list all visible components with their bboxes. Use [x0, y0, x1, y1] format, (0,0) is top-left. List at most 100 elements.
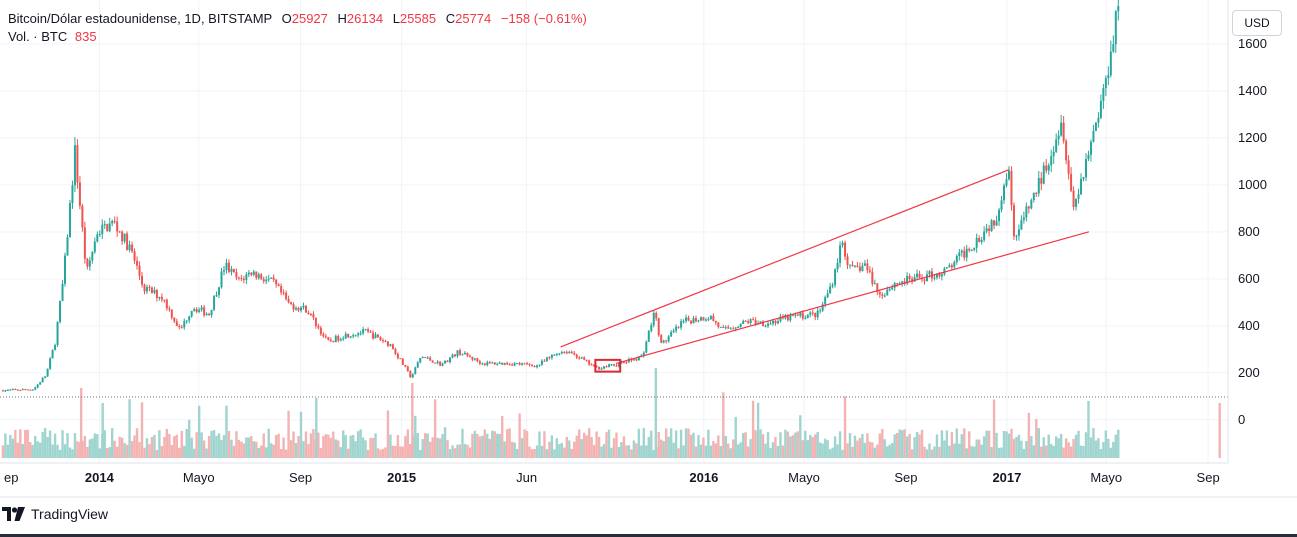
volume-bar-124 [309, 433, 313, 458]
volume-bar-242 [602, 444, 606, 458]
candle-body-149 [372, 332, 375, 339]
volume-bar-324 [806, 440, 809, 458]
tradingview-brand[interactable]: TradingView [2, 506, 108, 522]
volume-bar-154 [384, 447, 387, 458]
candle-body-272 [677, 326, 680, 328]
candle-body-6 [16, 389, 19, 391]
volume-bar-183 [456, 444, 459, 458]
candle-body-410 [1020, 220, 1023, 230]
trendline-lower[interactable] [615, 231, 1090, 364]
candle-body-215 [535, 365, 538, 368]
volume-label[interactable]: Vol. · BTC [8, 29, 68, 44]
candle-body-323 [804, 317, 807, 319]
volume-bar-343 [853, 435, 857, 458]
candle-body-264 [657, 318, 660, 336]
volume-bar-370 [920, 429, 924, 458]
volume-bar-120 [299, 411, 303, 458]
candle-body-190 [473, 358, 476, 360]
ohlc-close-value: 25774 [455, 11, 492, 26]
ohlc-low-label: L [392, 11, 400, 26]
volume-bar-258 [642, 428, 646, 458]
volume-bar-48 [120, 437, 124, 458]
candle-body-256 [637, 356, 640, 361]
volume-bar-67 [168, 433, 171, 458]
candle-body-429 [1067, 160, 1070, 174]
candle-body-96 [240, 278, 243, 280]
candle-body-247 [615, 365, 618, 367]
volume-bar-441 [1097, 438, 1100, 458]
candle-body-350 [871, 271, 874, 284]
candle-body-431 [1072, 190, 1075, 207]
candle-body-142 [354, 335, 357, 337]
volume-bar-33 [83, 436, 87, 458]
highlight-box[interactable] [594, 358, 622, 373]
candle-body-49 [123, 233, 126, 242]
candle-body-262 [652, 312, 655, 326]
volume-bar-85 [212, 430, 216, 458]
candle-body-369 [918, 273, 921, 278]
candle-body-376 [935, 273, 938, 278]
trendline-upper[interactable] [560, 169, 1010, 348]
volume-bar-446 [1109, 447, 1113, 458]
volume-bar-421 [1047, 434, 1050, 458]
volume-bar-164 [409, 443, 412, 458]
volume-bar-89 [222, 435, 226, 458]
candle-body-332 [826, 293, 829, 298]
volume-bar-188 [468, 447, 472, 458]
candle-body-297 [739, 323, 742, 327]
volume-bar-231 [575, 435, 578, 458]
candle-body-401 [998, 209, 1001, 222]
volume-bar-156 [389, 434, 392, 458]
volume-bar-177 [441, 434, 444, 458]
price-axis[interactable]: 0 200 400 600 800 1000 1200 1400 1600 [1238, 36, 1267, 427]
volume-bar-354 [881, 428, 884, 458]
price-tick-label-7: 1400 [1238, 83, 1267, 98]
volume-bar-92 [230, 439, 233, 458]
candle-body-274 [682, 320, 685, 322]
candle-body-377 [938, 273, 941, 277]
volume-bar-430 [1069, 446, 1073, 458]
volume-bar-327 [814, 434, 817, 458]
volume-bar-162 [404, 436, 407, 458]
volume-bar-32 [81, 440, 84, 458]
volume-bar-239 [595, 431, 598, 458]
candle-body-352 [876, 283, 879, 293]
volume-bar-60 [150, 437, 154, 458]
candle-body-216 [538, 364, 541, 366]
candle-body-188 [468, 355, 471, 357]
volume-bar-82 [205, 448, 208, 458]
volume-bar-181 [451, 445, 454, 458]
volume-bar-417 [1037, 428, 1040, 458]
volume-bar-326 [811, 437, 814, 458]
candle-body-286 [712, 315, 715, 321]
candle-body-360 [896, 283, 899, 285]
volume-bar-77 [192, 448, 196, 458]
candle-body-334 [831, 284, 834, 287]
candle-body-141 [352, 335, 355, 337]
candle-body-231 [575, 354, 578, 358]
volume-bar-276 [687, 428, 690, 458]
symbol-title[interactable]: Bitcoin/Dólar estadounidense, 1D, BITSTA… [8, 11, 272, 26]
candle-body-127 [317, 325, 320, 328]
candle-body-218 [543, 360, 546, 362]
candle-body-409 [1017, 229, 1020, 236]
currency-button[interactable]: USD [1232, 10, 1282, 36]
candle-body-214 [533, 365, 536, 368]
volume-bar-108 [269, 443, 273, 458]
candle-body-317 [789, 314, 792, 321]
candle-body-321 [799, 312, 802, 316]
candle-body-20 [51, 349, 54, 359]
candle-body-228 [568, 351, 571, 354]
time-axis[interactable]: ep 2014 Mayo Sep 2015 Jun 2016 Mayo Sep 2017 Mayo S… [4, 470, 1220, 485]
volume-bar-76 [190, 437, 193, 458]
volume-bar-309 [769, 448, 772, 458]
drawings[interactable] [560, 169, 1090, 373]
volume-bar-238 [592, 445, 596, 458]
volume-bar-399 [992, 399, 996, 458]
candle-body-400 [995, 221, 998, 226]
candle-body-22 [56, 321, 59, 345]
volume-bar-329 [818, 442, 822, 458]
volume-bar-409 [1017, 434, 1021, 458]
volume-bar-381 [948, 445, 951, 458]
